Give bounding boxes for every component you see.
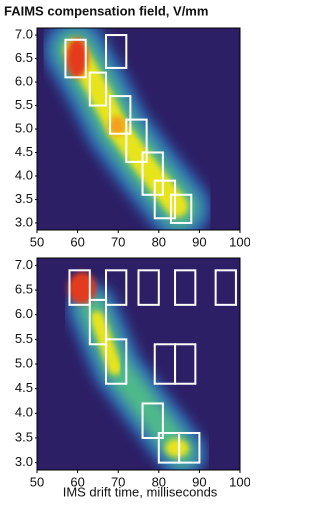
x-tick-label: 50: [30, 234, 44, 249]
x-tick-label: 90: [192, 474, 206, 489]
page: {"chart_data":[ {"type":"heatmap","title…: [4, 3, 251, 500]
y-tick-label: 4.0: [15, 405, 33, 420]
box: [105, 34, 128, 69]
y-tick-label: 6.5: [15, 281, 33, 296]
box: [174, 269, 197, 306]
box: [153, 179, 177, 220]
box: [88, 71, 108, 107]
box: [125, 118, 148, 163]
y-tick-label: 6.5: [15, 50, 33, 65]
box: [105, 338, 128, 385]
box: [68, 269, 91, 306]
box: [88, 298, 108, 346]
y-tick-label: 7.0: [15, 26, 33, 41]
chart-title: FAIMS compensation field, V/mm: [4, 3, 208, 18]
plot-frame: [36, 257, 241, 471]
y-tick-label: 3.0: [15, 454, 33, 469]
box: [141, 151, 164, 196]
box: [137, 269, 160, 306]
x-tick-label: 80: [152, 474, 166, 489]
y-tick-label: 3.5: [15, 429, 33, 444]
box: [141, 402, 164, 439]
x-tick-label: 100: [229, 234, 250, 249]
x-tick-label: 60: [70, 474, 84, 489]
y-tick-label: 6.0: [15, 73, 33, 88]
y-tick-label: 3.0: [15, 214, 33, 229]
x-tick-label: 50: [30, 474, 44, 489]
figure: FAIMS compensation field, V/mm IMS drift…: [4, 3, 251, 499]
y-tick-label: 6.0: [15, 306, 33, 321]
box: [214, 269, 237, 306]
y-tick-label: 4.5: [15, 380, 33, 395]
box: [109, 95, 132, 135]
heatmap: [37, 28, 240, 230]
x-tick-label: 60: [70, 234, 84, 249]
y-tick-label: 5.0: [15, 355, 33, 370]
x-tick-label: 100: [229, 474, 250, 489]
x-tick-label: 70: [111, 474, 125, 489]
y-tick-label: 4.0: [15, 167, 33, 182]
plot-frame: [36, 27, 241, 231]
box: [174, 343, 197, 385]
y-tick-label: 7.0: [15, 257, 33, 272]
y-tick-label: 3.5: [15, 191, 33, 206]
y-tick-label: 4.5: [15, 144, 33, 159]
y-tick-label: 5.5: [15, 331, 33, 346]
box: [169, 193, 193, 224]
x-tick-label: 90: [192, 234, 206, 249]
y-tick-label: 5.5: [15, 97, 33, 112]
box: [64, 38, 87, 79]
x-tick-label: 70: [111, 234, 125, 249]
x-axis-label: IMS drift time, milliseconds: [63, 484, 218, 499]
y-tick-label: 5.0: [15, 120, 33, 135]
x-tick-label: 80: [152, 234, 166, 249]
box: [178, 432, 201, 464]
box: [105, 269, 128, 306]
